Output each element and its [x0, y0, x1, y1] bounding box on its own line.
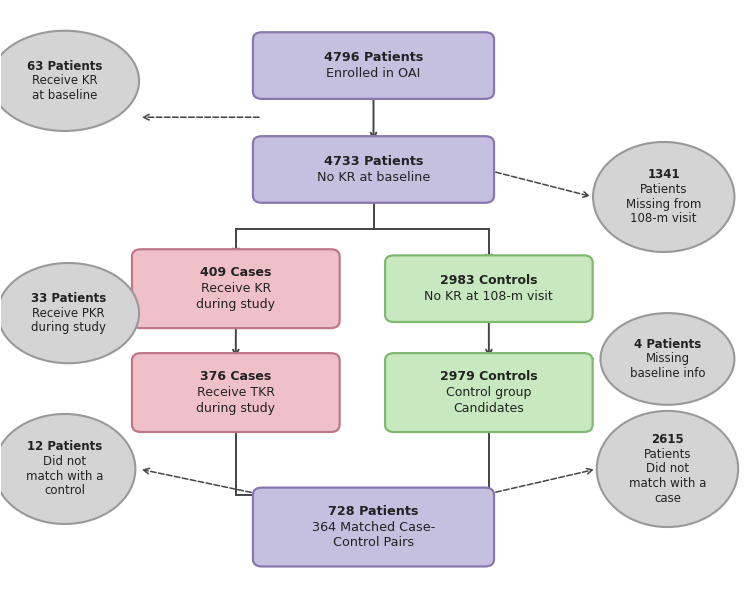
- Ellipse shape: [0, 414, 135, 524]
- Text: during study: during study: [196, 298, 276, 311]
- Ellipse shape: [0, 31, 139, 131]
- Text: Candidates: Candidates: [453, 402, 524, 415]
- Text: 4796 Patients: 4796 Patients: [324, 51, 423, 64]
- Text: 108-m visit: 108-m visit: [630, 212, 697, 225]
- Text: Control group: Control group: [446, 386, 532, 399]
- Text: at baseline: at baseline: [32, 89, 97, 102]
- Text: 12 Patients: 12 Patients: [27, 440, 102, 454]
- Text: 2615: 2615: [651, 433, 684, 446]
- Text: Receive KR: Receive KR: [32, 74, 97, 87]
- Text: Receive TKR: Receive TKR: [196, 386, 275, 399]
- Text: 364 Matched Case-: 364 Matched Case-: [312, 521, 435, 534]
- Text: Control Pairs: Control Pairs: [333, 537, 414, 550]
- FancyBboxPatch shape: [385, 353, 592, 432]
- Text: Did not: Did not: [43, 455, 86, 468]
- Text: No KR at 108-m visit: No KR at 108-m visit: [424, 290, 554, 303]
- Text: 2979 Controls: 2979 Controls: [440, 370, 538, 383]
- Text: Missing from: Missing from: [626, 198, 701, 211]
- FancyBboxPatch shape: [385, 255, 592, 322]
- FancyBboxPatch shape: [132, 249, 340, 328]
- Text: No KR at baseline: No KR at baseline: [317, 171, 430, 184]
- Text: Patients: Patients: [644, 448, 691, 460]
- Text: case: case: [654, 492, 681, 505]
- Text: Receive KR: Receive KR: [201, 282, 271, 295]
- Text: 728 Patients: 728 Patients: [329, 505, 418, 518]
- FancyBboxPatch shape: [253, 33, 494, 99]
- Text: 1341: 1341: [648, 168, 680, 182]
- Ellipse shape: [601, 313, 734, 405]
- Text: Missing: Missing: [645, 352, 689, 365]
- Text: Did not: Did not: [646, 462, 689, 475]
- Text: Receive PKR: Receive PKR: [32, 306, 105, 320]
- Text: during study: during study: [196, 402, 276, 415]
- Text: match with a: match with a: [26, 470, 103, 483]
- Text: during study: during study: [31, 321, 106, 334]
- Ellipse shape: [593, 142, 734, 252]
- FancyBboxPatch shape: [253, 136, 494, 203]
- FancyBboxPatch shape: [253, 488, 494, 567]
- Text: 33 Patients: 33 Patients: [31, 292, 106, 305]
- Text: control: control: [44, 484, 85, 497]
- Text: 63 Patients: 63 Patients: [27, 60, 102, 72]
- Text: 4733 Patients: 4733 Patients: [323, 155, 424, 168]
- Text: 2983 Controls: 2983 Controls: [440, 274, 538, 287]
- Text: Enrolled in OAI: Enrolled in OAI: [326, 67, 421, 80]
- Text: Patients: Patients: [640, 183, 687, 196]
- Text: baseline info: baseline info: [630, 367, 705, 380]
- Ellipse shape: [0, 263, 139, 363]
- Text: 4 Patients: 4 Patients: [634, 338, 701, 351]
- FancyBboxPatch shape: [132, 353, 340, 432]
- Text: 409 Cases: 409 Cases: [200, 266, 271, 279]
- Text: 376 Cases: 376 Cases: [200, 370, 271, 383]
- Text: match with a: match with a: [629, 477, 706, 490]
- Ellipse shape: [597, 411, 738, 527]
